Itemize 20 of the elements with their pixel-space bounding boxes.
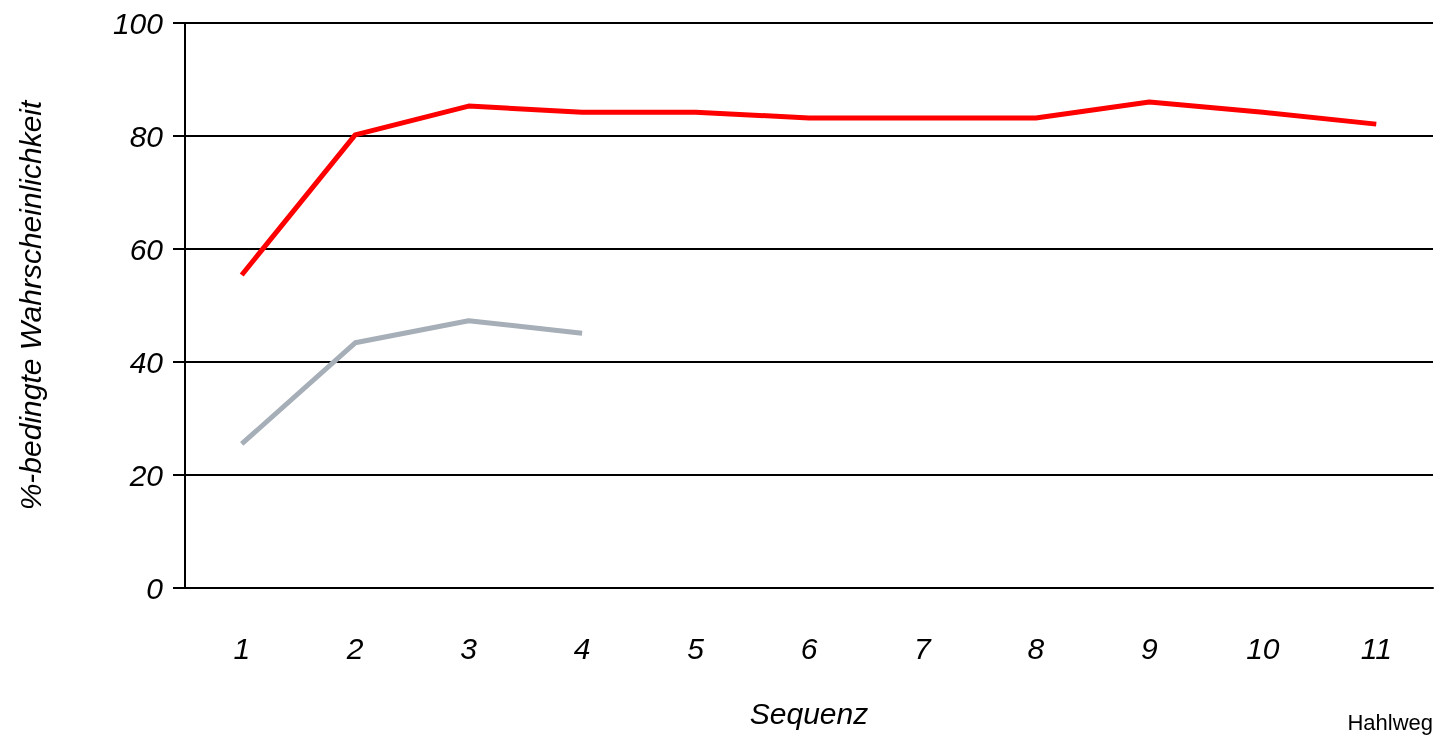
y-tick-label: 60 [129, 232, 164, 266]
text: Hahlweg [1347, 709, 1433, 735]
y-tick-label: 20 [128, 458, 164, 492]
x-tick-label: 2 [345, 631, 364, 665]
y-axis-title: %-bedingte Wahrscheinlichkeit [13, 99, 47, 511]
x-tick-label: 4 [573, 631, 591, 665]
x-tick-label: 11 [1360, 631, 1392, 665]
y-tick-label: 40 [129, 345, 164, 379]
x-tick-label: 6 [800, 631, 818, 665]
x-tick-label: 1 [233, 631, 251, 665]
x-tick-label: 9 [1141, 631, 1159, 665]
x-tick-label: 10 [1246, 631, 1280, 665]
x-tick-label: 5 [687, 631, 705, 665]
x-tick-label: 3 [460, 631, 478, 665]
y-tick-label: 0 [146, 571, 164, 605]
y-tick-label: 80 [129, 119, 164, 153]
x-tick-label: 8 [1027, 631, 1045, 665]
x-axis-title: Sequenz [749, 696, 869, 730]
y-tick-label: 100 [112, 6, 164, 40]
x-tick-label: 7 [914, 631, 933, 665]
